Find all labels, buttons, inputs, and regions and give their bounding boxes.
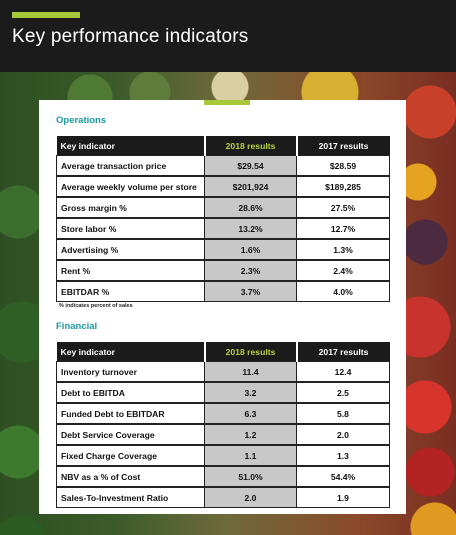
value-2018: 11.4: [204, 361, 297, 383]
value-2017: 2.5: [296, 381, 390, 404]
row-label: Rent %: [56, 259, 205, 282]
value-2017: 2.0: [296, 423, 390, 446]
financial-table: Key indicator 2018 results 2017 results …: [56, 342, 390, 508]
value-2017: 12.7%: [296, 217, 390, 240]
card-accent-bar: [204, 100, 250, 105]
table-row: Store labor % 13.2% 12.7%: [56, 217, 390, 240]
page-title: Key performance indicators: [12, 26, 249, 47]
kpi-card: Operations Key indicator 2018 results 20…: [39, 100, 406, 514]
value-2018: 2.3%: [204, 259, 297, 282]
row-label: Average weekly volume per store: [56, 175, 205, 198]
value-2018: 28.6%: [204, 196, 297, 219]
table-row: Gross margin % 28.6% 27.5%: [56, 196, 390, 219]
value-2018: 51.0%: [204, 465, 297, 488]
table-row: EBITDAR % 3.7% 4.0%: [56, 280, 390, 302]
row-label: NBV as a % of Cost: [56, 465, 205, 488]
value-2018: 1.6%: [204, 238, 297, 261]
row-label: Debt Service Coverage: [56, 423, 205, 446]
value-2017: 2.4%: [296, 259, 390, 282]
table-row: Rent % 2.3% 2.4%: [56, 259, 390, 282]
value-2018: $201,924: [204, 175, 297, 198]
value-2018: 2.0: [204, 486, 297, 508]
row-label: Inventory turnover: [56, 361, 205, 383]
value-2018: 1.1: [204, 444, 297, 467]
operations-table: Key indicator 2018 results 2017 results …: [56, 136, 390, 302]
table-header-row: Key indicator 2018 results 2017 results: [56, 136, 390, 156]
value-2018: 3.7%: [204, 280, 297, 302]
value-2018: 6.3: [204, 402, 297, 425]
table-header-row: Key indicator 2018 results 2017 results: [56, 342, 390, 362]
row-label: Gross margin %: [56, 196, 205, 219]
footnote: % indicates percent of sales: [59, 303, 133, 309]
value-2017: 12.4: [296, 361, 390, 383]
value-2018: $29.54: [204, 155, 297, 177]
value-2017: $189,285: [296, 175, 390, 198]
table-row: Sales-To-Investment Ratio 2.0 1.9: [56, 486, 390, 508]
financial-section-title: Financial: [56, 321, 98, 332]
table-row: Debt to EBITDA 3.2 2.5: [56, 381, 390, 404]
table-row: Fixed Charge Coverage 1.1 1.3: [56, 444, 390, 467]
column-header: 2018 results: [203, 342, 297, 362]
table-row: Average transaction price $29.54 $28.59: [56, 155, 390, 177]
column-header: 2018 results: [203, 136, 297, 156]
row-label: EBITDAR %: [56, 280, 205, 302]
value-2017: 1.3%: [296, 238, 390, 261]
column-header: 2017 results: [295, 342, 390, 362]
value-2017: 27.5%: [296, 196, 390, 219]
table-row: Debt Service Coverage 1.2 2.0: [56, 423, 390, 446]
value-2017: 1.3: [296, 444, 390, 467]
row-label: Debt to EBITDA: [56, 381, 205, 404]
value-2018: 3.2: [204, 381, 297, 404]
table-row: Average weekly volume per store $201,924…: [56, 175, 390, 198]
value-2017: 54.4%: [296, 465, 390, 488]
row-label: Sales-To-Investment Ratio: [56, 486, 205, 508]
value-2017: 4.0%: [296, 280, 390, 302]
value-2018: 13.2%: [204, 217, 297, 240]
operations-section-title: Operations: [56, 115, 107, 126]
row-label: Store labor %: [56, 217, 205, 240]
row-label: Average transaction price: [56, 155, 205, 177]
row-label: Fixed Charge Coverage: [56, 444, 205, 467]
row-label: Funded Debt to EBITDAR: [56, 402, 205, 425]
row-label: Advertising %: [56, 238, 205, 261]
table-row: Funded Debt to EBITDAR 6.3 5.8: [56, 402, 390, 425]
table-row: Inventory turnover 11.4 12.4: [56, 361, 390, 383]
header-accent-bar: [12, 12, 80, 18]
value-2017: 5.8: [296, 402, 390, 425]
value-2018: 1.2: [204, 423, 297, 446]
value-2017: $28.59: [296, 155, 390, 177]
column-header: 2017 results: [295, 136, 390, 156]
column-header: Key indicator: [56, 136, 205, 156]
page-header: Key performance indicators: [0, 0, 456, 72]
value-2017: 1.9: [296, 486, 390, 508]
table-row: NBV as a % of Cost 51.0% 54.4%: [56, 465, 390, 488]
table-row: Advertising % 1.6% 1.3%: [56, 238, 390, 261]
column-header: Key indicator: [56, 342, 205, 362]
